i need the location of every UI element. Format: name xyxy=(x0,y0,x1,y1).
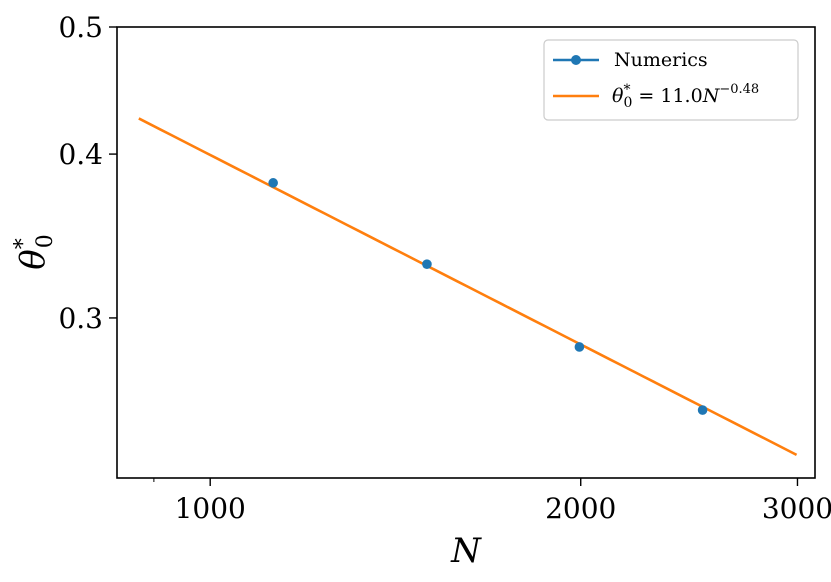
numerics-point xyxy=(697,405,708,415)
y-axis: 0.3 0.4 0.5 xyxy=(58,11,117,335)
y-axis-label-sup: * xyxy=(11,238,36,249)
y-axis-label: θ*0 xyxy=(11,234,58,269)
y-tick-label: 0.5 xyxy=(58,11,103,44)
y-tick-label: 0.3 xyxy=(58,302,103,335)
legend-box xyxy=(543,39,799,121)
legend-label-numerics: Numerics xyxy=(614,49,708,71)
legend-swatch-marker xyxy=(571,55,581,65)
x-tick-label: 3000 xyxy=(762,492,831,525)
y-axis-label-base: θ xyxy=(13,249,53,269)
x-tick-label: 2000 xyxy=(545,492,616,525)
fit-line xyxy=(138,117,798,457)
x-axis: 1000 2000 3000 xyxy=(153,478,831,525)
legend-item-numerics: Numerics xyxy=(553,49,708,71)
numerics-point xyxy=(268,178,278,188)
legend-label-fit: θ* 0 = 11.0N−0.48 xyxy=(612,82,759,111)
svg-text:θ*0: θ*0 xyxy=(11,234,58,269)
x-tick-label: 1000 xyxy=(175,492,246,525)
x-axis-label: N xyxy=(450,531,482,571)
legend: Numerics θ* 0 = 11.0N−0.48 xyxy=(543,39,799,121)
numerics-point xyxy=(422,259,432,269)
y-axis-label-sub: 0 xyxy=(33,234,58,248)
y-tick-label: 0.4 xyxy=(58,138,103,171)
legend-item-fit: θ* 0 = 11.0N−0.48 xyxy=(553,82,759,111)
numerics-point xyxy=(574,342,585,352)
plot-area xyxy=(138,117,798,457)
plot-frame xyxy=(116,26,816,479)
